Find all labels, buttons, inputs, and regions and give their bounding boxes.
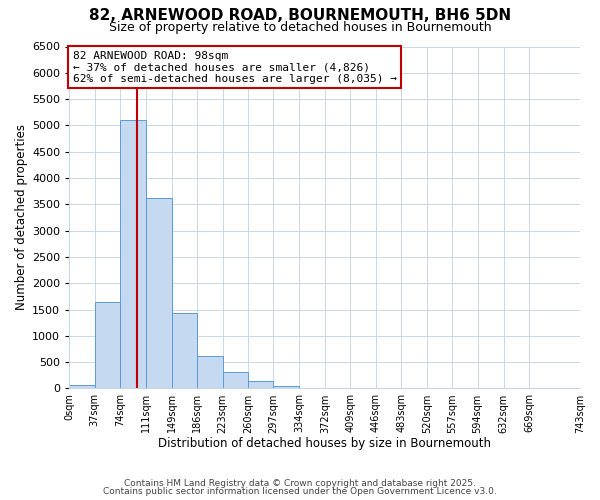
Text: 82, ARNEWOOD ROAD, BOURNEMOUTH, BH6 5DN: 82, ARNEWOOD ROAD, BOURNEMOUTH, BH6 5DN: [89, 8, 511, 22]
Bar: [197, 356, 223, 388]
Bar: [120, 120, 146, 388]
Text: Contains public sector information licensed under the Open Government Licence v3: Contains public sector information licen…: [103, 487, 497, 496]
X-axis label: Distribution of detached houses by size in Bournemouth: Distribution of detached houses by size …: [158, 437, 491, 450]
Text: 82 ARNEWOOD ROAD: 98sqm
← 37% of detached houses are smaller (4,826)
62% of semi: 82 ARNEWOOD ROAD: 98sqm ← 37% of detache…: [73, 50, 397, 84]
Bar: [70, 386, 95, 388]
Bar: [146, 198, 172, 388]
Text: Contains HM Land Registry data © Crown copyright and database right 2025.: Contains HM Land Registry data © Crown c…: [124, 478, 476, 488]
Bar: [274, 386, 299, 388]
Bar: [95, 302, 120, 388]
Text: Size of property relative to detached houses in Bournemouth: Size of property relative to detached ho…: [109, 21, 491, 34]
Bar: [223, 372, 248, 388]
Bar: [172, 313, 197, 388]
Y-axis label: Number of detached properties: Number of detached properties: [15, 124, 28, 310]
Bar: [248, 381, 274, 388]
